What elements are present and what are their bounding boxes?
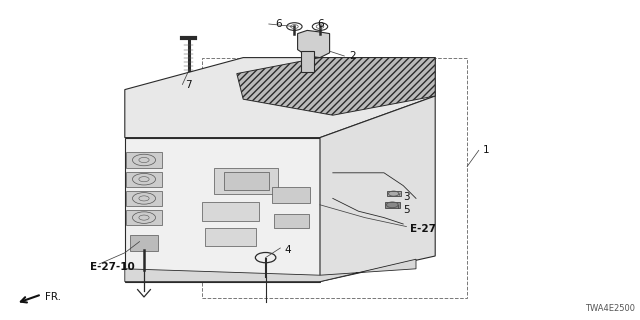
Text: 6: 6 [317,19,323,29]
Text: 7: 7 [186,80,192,90]
Bar [224,172,269,189]
Text: E-27: E-27 [410,224,436,234]
Bar [387,191,401,196]
Polygon shape [320,96,435,282]
Polygon shape [125,259,416,282]
Polygon shape [125,138,320,282]
Bar [272,187,310,203]
Bar [127,210,161,225]
Bar [205,228,256,246]
Bar [202,202,259,221]
Bar [202,58,467,298]
Text: E-27-10: E-27-10 [90,262,134,272]
Bar [274,214,309,228]
Bar [214,168,278,194]
Text: 1: 1 [483,145,490,156]
Text: 5: 5 [403,204,410,215]
Text: 4: 4 [285,244,291,255]
Bar [385,202,400,208]
Polygon shape [298,30,330,58]
Text: 6: 6 [275,19,282,29]
Bar [127,172,161,187]
Polygon shape [125,58,435,138]
Polygon shape [237,58,435,115]
Bar [127,152,161,168]
Bar [127,191,161,206]
Text: 3: 3 [403,192,410,202]
Bar [130,235,159,251]
Text: 2: 2 [349,51,355,61]
Text: FR.: FR. [45,292,61,302]
Polygon shape [301,51,314,72]
Text: TWA4E2500: TWA4E2500 [585,304,635,313]
